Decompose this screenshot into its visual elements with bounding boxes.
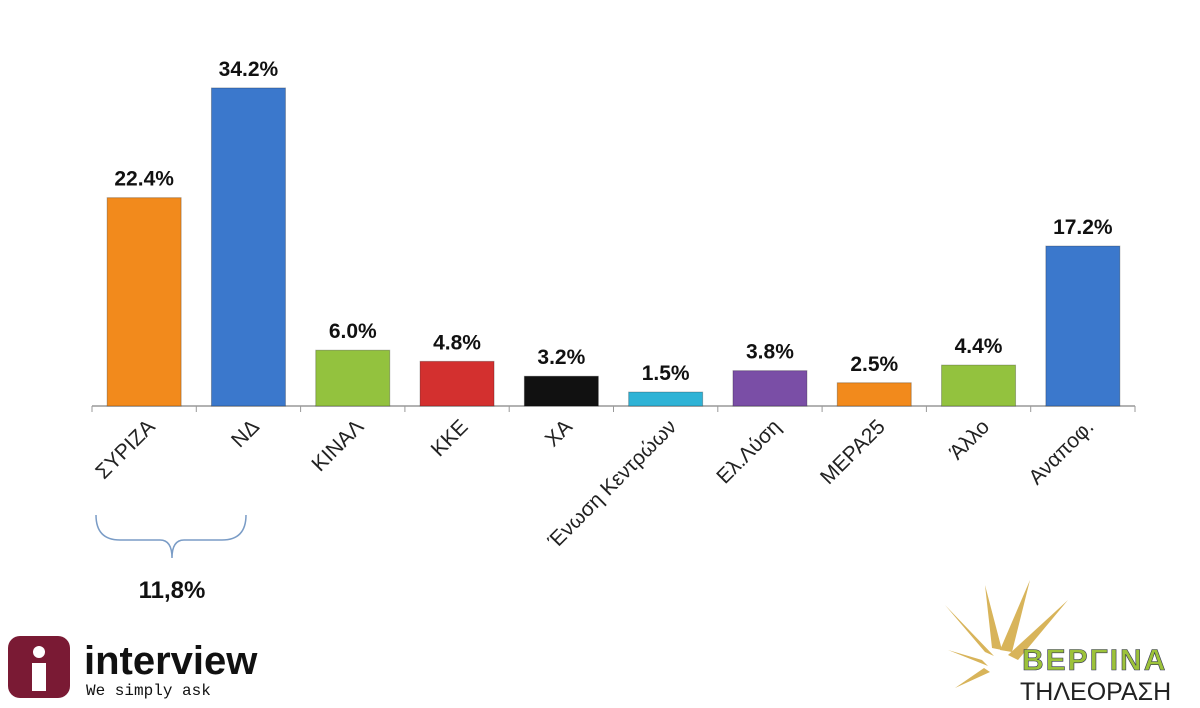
- logo-name: interview: [84, 639, 258, 683]
- value-label: 34.2%: [219, 58, 279, 81]
- value-label: 2.5%: [850, 353, 898, 376]
- value-label: 4.4%: [955, 335, 1003, 358]
- x-tick-label: ΚΙΝΑΛ: [307, 415, 368, 476]
- x-tick-label: ΝΔ: [227, 415, 264, 452]
- logo-sub: ΤΗΛΕΟΡΑΣΗ: [1020, 678, 1171, 706]
- x-tick-label: Άλλο: [945, 415, 994, 464]
- value-label: 1.5%: [642, 362, 690, 385]
- bar: [941, 364, 1017, 407]
- ray: [945, 605, 994, 656]
- bar: [106, 197, 182, 407]
- value-label: 6.0%: [329, 320, 377, 343]
- value-label: 3.2%: [537, 346, 585, 369]
- ray: [955, 668, 990, 688]
- x-tick-label: ΣΥΡΙΖΑ: [91, 415, 159, 483]
- interview-logo: interview We simply ask: [8, 636, 258, 700]
- bar: [210, 87, 286, 407]
- x-tick-label: ΧΑ: [541, 415, 577, 451]
- logo-dot: [33, 646, 45, 658]
- bar: [315, 349, 391, 407]
- logo-name: ΒΕΡΓΙΝΑ: [1022, 644, 1167, 677]
- bar: [1045, 245, 1121, 407]
- brace: [95, 514, 247, 559]
- ray: [985, 585, 1002, 650]
- x-tick-label: Αναποφ.: [1024, 415, 1098, 489]
- bar: [523, 375, 599, 407]
- annotation: 11,8%: [139, 577, 206, 604]
- logo-tagline: We simply ask: [86, 682, 211, 700]
- bar: [732, 370, 808, 407]
- ray: [1000, 580, 1030, 652]
- bar: [419, 360, 495, 407]
- ray: [1008, 600, 1068, 660]
- x-tick-label: ΜΕΡΑ25: [816, 415, 890, 489]
- value-label: 4.8%: [433, 331, 481, 354]
- x-tick-label: ΚΚΕ: [427, 415, 473, 461]
- value-label: 22.4%: [114, 168, 174, 191]
- bar: [628, 391, 704, 407]
- logo-stem: [32, 663, 46, 691]
- value-label: 3.8%: [746, 341, 794, 364]
- bar: [836, 382, 912, 407]
- vergina-logo: ΒΕΡΓΙΝΑ ΤΗΛΕΟΡΑΣΗ: [945, 580, 1171, 706]
- ray: [948, 650, 988, 666]
- value-label: 17.2%: [1053, 216, 1113, 239]
- x-tick-label: Ελ.Λύση: [712, 415, 785, 488]
